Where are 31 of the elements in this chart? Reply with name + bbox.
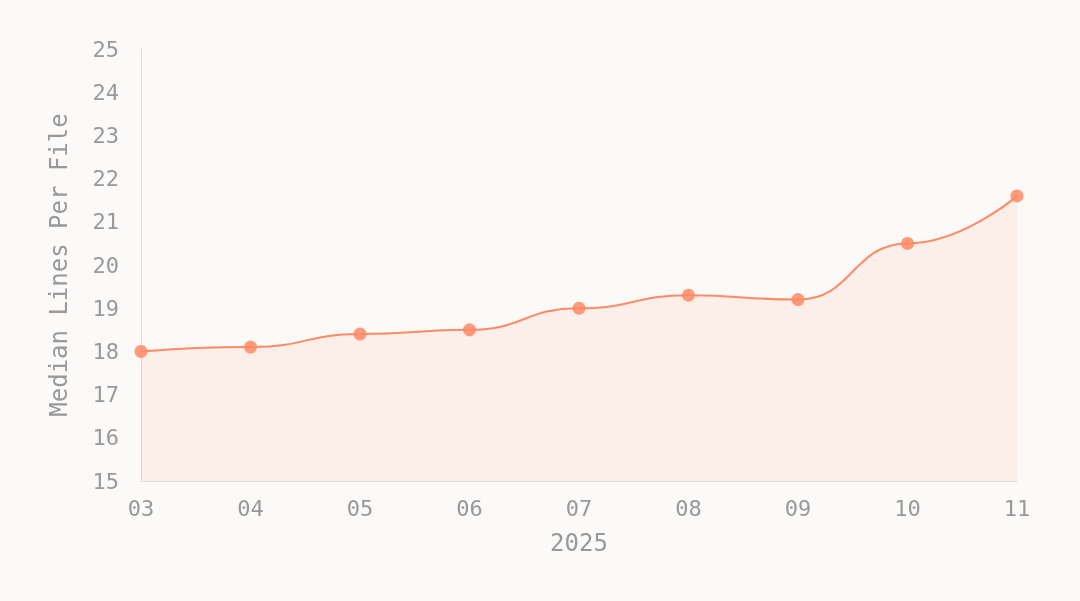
x-tick-label: 10: [894, 495, 921, 521]
y-axis-title: Median Lines Per File: [45, 113, 73, 417]
y-tick-label: 15: [92, 468, 119, 494]
x-tick-label: 08: [675, 495, 702, 521]
x-tick-label: 04: [237, 495, 264, 521]
y-tick-label: 21: [92, 209, 119, 235]
point: [134, 344, 148, 358]
point: [353, 327, 367, 341]
y-tick-label: 24: [92, 79, 119, 105]
x-tick-label: 09: [784, 495, 812, 521]
x-tick-label: 05: [346, 495, 374, 521]
y-tick-label: 22: [92, 166, 119, 192]
x-tick-label: 06: [456, 495, 483, 521]
y-tick-label: 17: [92, 382, 119, 408]
y-tick-label: 20: [92, 252, 119, 278]
point: [901, 236, 914, 250]
x-tick-label: 11: [1003, 495, 1031, 521]
x-axis-title: 2025: [550, 529, 608, 557]
point: [463, 323, 476, 337]
y-tick-label: 25: [92, 36, 119, 62]
point: [244, 340, 257, 354]
y-tick-label: 19: [92, 295, 119, 321]
y-tick-label: 16: [92, 425, 119, 451]
point: [791, 293, 805, 307]
y-tick-label: 23: [92, 122, 119, 148]
point: [682, 288, 695, 302]
point: [572, 301, 586, 315]
point: [1010, 189, 1024, 203]
x-tick-label: 07: [565, 495, 593, 521]
y-tick-label: 18: [92, 338, 119, 364]
x-tick-label: 03: [127, 495, 155, 521]
